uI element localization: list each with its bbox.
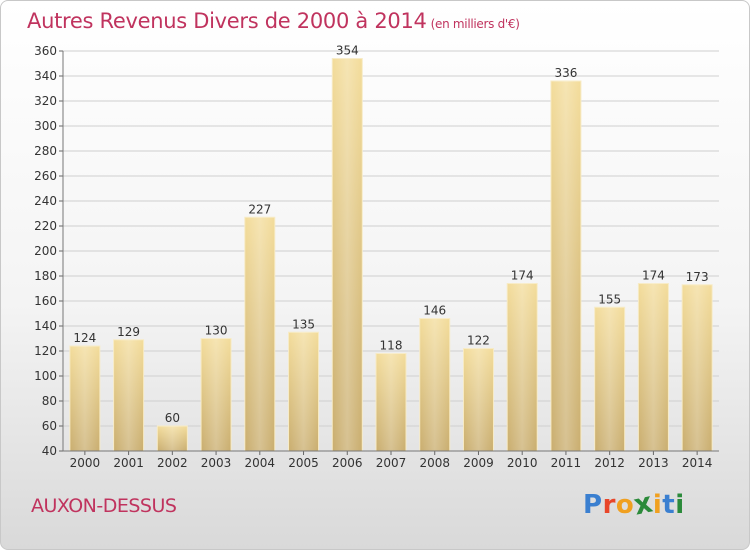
bar-shine [638, 283, 669, 451]
proxiti-logo[interactable]: Proxiti [583, 485, 685, 521]
x-tick-label: 2002 [157, 456, 188, 470]
logo-letter: t [662, 490, 676, 520]
value-label: 129 [117, 325, 140, 339]
y-tick-label: 100 [34, 369, 57, 383]
logo-letter: P [583, 490, 603, 520]
value-label: 155 [598, 292, 621, 306]
y-tick-label: 80 [42, 394, 57, 408]
bar-shine [288, 332, 319, 451]
logo-letter: i [675, 490, 685, 520]
x-tick-label: 2010 [507, 456, 538, 470]
bar-shine [419, 318, 450, 451]
x-tick-label: 2007 [376, 456, 407, 470]
bar-shine [682, 284, 713, 451]
x-tick-label: 2006 [332, 456, 363, 470]
y-tick-label: 220 [34, 219, 57, 233]
bar-shine [244, 217, 275, 451]
value-label: 124 [73, 331, 96, 345]
logo-letter: r [602, 490, 616, 520]
value-label: 354 [336, 44, 359, 58]
x-axis: 2000 2001 2002 2003 2004 2005 2006 2007 2008 2009… [63, 450, 719, 470]
y-tick-label: 160 [34, 294, 57, 308]
y-tick-label: 320 [34, 94, 57, 108]
bar-shine [550, 81, 581, 451]
bar-shine [507, 283, 538, 451]
bars: 124 129 60 130 227 135 354 118 146 122 174 336 155 17… [69, 44, 713, 452]
y-tick-label: 360 [34, 44, 57, 58]
bar-shine [157, 426, 188, 451]
x-tick-label: 2000 [70, 456, 101, 470]
y-tick-label: 120 [34, 344, 57, 358]
value-label: 174 [511, 269, 534, 283]
x-tick-label: 2004 [245, 456, 276, 470]
x-tick-label: 2003 [201, 456, 232, 470]
y-tick-label: 280 [34, 144, 57, 158]
bar-shine [332, 58, 363, 451]
bar-shine [69, 346, 100, 451]
bar-shine [376, 353, 406, 451]
y-tick-label: 260 [34, 169, 57, 183]
bar-shine [201, 338, 232, 451]
value-label: 227 [248, 202, 271, 216]
y-tick-label: 140 [34, 319, 57, 333]
logo-letter: o [615, 490, 635, 520]
x-tick-label: 2009 [463, 456, 494, 470]
city-name: AUXON-DESSUS [31, 495, 177, 517]
bar-shine [113, 339, 144, 451]
value-label: 122 [467, 334, 490, 348]
value-label: 60 [165, 411, 180, 425]
x-tick-label: 2013 [638, 456, 669, 470]
y-tick-label: 60 [42, 419, 57, 433]
value-label: 130 [205, 324, 228, 338]
logo-letter: i [652, 490, 663, 520]
value-label: 173 [686, 270, 709, 284]
x-tick-label: 2008 [419, 456, 450, 470]
x-tick-label: 2014 [682, 456, 713, 470]
value-label: 336 [554, 66, 577, 80]
y-tick-label: 340 [34, 69, 57, 83]
y-tick-label: 180 [34, 269, 57, 283]
y-axis: 40 60 80 100 120 140 160 180 200 220 240 260 280 300 3… [34, 44, 64, 458]
value-label: 118 [380, 339, 403, 353]
title-text: Autres Revenus Divers de 2000 à 2014 [27, 9, 427, 33]
chart-title: Autres Revenus Divers de 2000 à 2014 (en … [27, 9, 520, 33]
bar-shine [594, 307, 625, 451]
x-tick-label: 2005 [288, 456, 319, 470]
y-tick-label: 240 [34, 194, 57, 208]
bar-shine [463, 348, 494, 451]
title-unit: (en milliers d'€) [430, 17, 520, 31]
value-label: 135 [292, 317, 315, 331]
x-tick-label: 2001 [113, 456, 144, 470]
y-tick-label: 300 [34, 119, 57, 133]
x-tick-label: 2012 [594, 456, 625, 470]
value-label: 146 [423, 304, 446, 318]
y-tick-label: 200 [34, 244, 57, 258]
value-label: 174 [642, 269, 665, 283]
y-tick-label: 40 [42, 444, 57, 458]
x-tick-label: 2011 [551, 456, 582, 470]
